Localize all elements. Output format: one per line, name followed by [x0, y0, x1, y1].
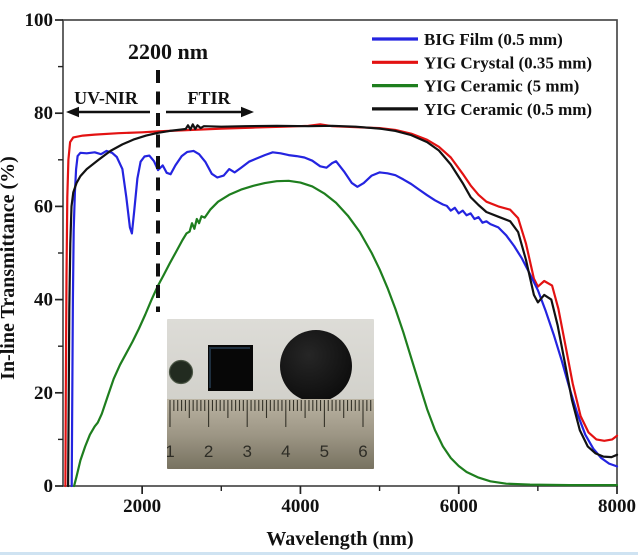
ruler-number: 1 [165, 442, 174, 461]
ruler-number: 3 [242, 442, 251, 461]
svg-text:40: 40 [34, 290, 53, 311]
svg-text:20: 20 [34, 383, 53, 404]
legend-label-yig-crystal: YIG Crystal (0.35 mm) [424, 53, 592, 72]
inset-photo: 1 2 3 4 5 6 [165, 319, 374, 469]
ruler-number: 5 [320, 442, 329, 461]
svg-text:8000: 8000 [598, 496, 636, 517]
inset-sample-square [208, 345, 253, 391]
svg-text:4000: 4000 [281, 496, 319, 517]
curve-big-film [70, 149, 619, 488]
inset-ruler-ticks: 1 2 3 4 5 6 [165, 400, 372, 461]
ruler-number: 2 [204, 442, 213, 461]
ruler-number: 6 [358, 442, 367, 461]
region-label-ftir: FTIR [187, 88, 231, 108]
legend-label-yig-ceramic-05mm: YIG Ceramic (0.5 mm) [424, 100, 592, 119]
legend-label-yig-ceramic-5mm: YIG Ceramic (5 mm) [424, 77, 579, 96]
data-curves [64, 123, 619, 488]
legend: BIG Film (0.5 mm) YIG Crystal (0.35 mm) YI… [372, 30, 592, 119]
inset-sample-square-reflection [209, 347, 250, 388]
curve-yig-ceramic-5mm [73, 179, 619, 488]
inset-sample-large-disc [280, 330, 352, 402]
svg-text:100: 100 [25, 10, 54, 31]
cutoff-label: 2200 nm [128, 39, 208, 64]
x-axis-title: Wavelength (nm) [266, 528, 413, 550]
region-label-uv-nir: UV-NIR [74, 88, 139, 108]
y-axis-title: In-line Transmittance (%) [0, 156, 19, 380]
inset-sample-small-disc [168, 359, 194, 385]
svg-text:0: 0 [44, 476, 54, 497]
ruler-number: 4 [281, 442, 290, 461]
svg-text:6000: 6000 [440, 496, 478, 517]
bottom-crop-border [0, 552, 638, 555]
svg-text:2000: 2000 [123, 496, 161, 517]
uv-nir-arrow [66, 106, 150, 118]
svg-text:80: 80 [34, 103, 53, 124]
curve-yig-crystal [64, 123, 619, 488]
svg-text:60: 60 [34, 196, 53, 217]
legend-label-big-film: BIG Film (0.5 mm) [424, 30, 563, 49]
curve-yig-ceramic-05mm [67, 123, 619, 488]
ftir-arrow [166, 106, 254, 118]
axis-ticks: 2000 4000 6000 8000 0 20 40 60 80 100 [25, 10, 637, 517]
